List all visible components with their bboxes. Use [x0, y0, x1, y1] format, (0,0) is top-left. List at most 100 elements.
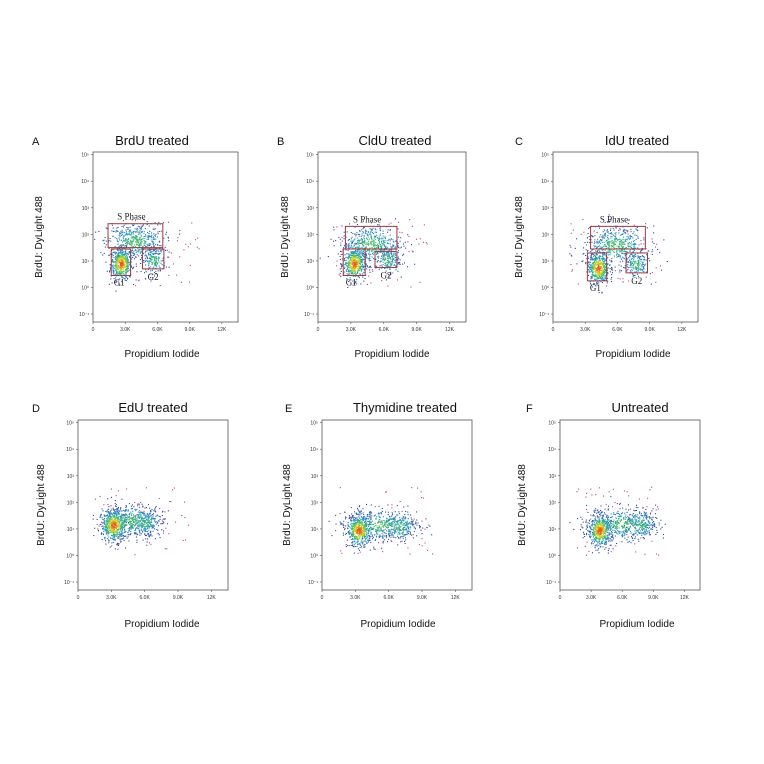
data-point — [351, 263, 353, 265]
data-point — [367, 242, 369, 244]
data-point — [358, 242, 360, 244]
data-point — [364, 240, 366, 242]
data-point — [370, 282, 372, 284]
data-point — [332, 240, 334, 242]
data-point — [151, 527, 153, 529]
data-point — [612, 245, 614, 247]
data-point — [119, 255, 121, 257]
data-point — [352, 247, 354, 249]
data-point — [112, 531, 114, 533]
data-point — [365, 263, 367, 265]
panel-letter: A — [32, 136, 40, 148]
data-point — [152, 249, 154, 251]
data-point — [371, 229, 373, 231]
data-point — [357, 243, 359, 245]
data-point — [148, 542, 150, 544]
data-point — [357, 272, 359, 274]
data-point — [591, 270, 593, 272]
data-point — [611, 266, 613, 268]
data-point — [119, 245, 121, 247]
data-point — [615, 236, 617, 238]
data-point — [118, 234, 120, 236]
data-point — [604, 279, 606, 281]
data-point — [142, 523, 144, 525]
data-point — [128, 540, 130, 542]
data-point — [129, 226, 131, 228]
data-point — [127, 240, 129, 242]
data-point — [609, 259, 611, 261]
data-point — [117, 268, 119, 270]
data-point — [116, 273, 118, 275]
data-point — [597, 250, 599, 252]
data-point — [354, 272, 356, 274]
data-point — [119, 539, 121, 541]
data-point — [630, 263, 632, 265]
data-point — [613, 255, 615, 257]
data-point — [619, 257, 621, 259]
data-point — [640, 256, 642, 258]
data-point — [114, 516, 116, 518]
data-point — [638, 256, 640, 258]
data-point — [613, 244, 615, 246]
data-point — [137, 521, 139, 523]
data-point — [127, 253, 129, 255]
data-point — [153, 253, 155, 255]
data-point — [382, 253, 384, 255]
data-point — [360, 255, 362, 257]
data-point — [360, 261, 362, 263]
data-point — [353, 244, 355, 246]
data-point — [597, 256, 599, 258]
data-point — [614, 232, 616, 234]
data-point — [366, 514, 368, 516]
data-point — [151, 239, 153, 241]
data-point — [594, 273, 596, 275]
data-point — [111, 224, 113, 226]
data-point — [635, 266, 637, 268]
data-point — [120, 535, 122, 537]
data-point — [642, 267, 644, 269]
data-point — [139, 506, 141, 508]
data-point — [106, 531, 108, 533]
data-point — [135, 239, 137, 241]
data-point — [117, 548, 119, 550]
data-point — [351, 251, 353, 253]
data-point — [358, 263, 360, 265]
data-point — [624, 238, 626, 240]
data-point — [610, 237, 612, 239]
data-point — [632, 255, 634, 257]
data-point — [627, 269, 629, 271]
data-point — [158, 515, 160, 517]
data-point — [121, 517, 123, 519]
data-point — [357, 241, 359, 243]
data-point — [358, 506, 360, 508]
data-point — [384, 245, 386, 247]
data-point — [126, 240, 128, 242]
data-point — [601, 263, 603, 265]
data-point — [106, 526, 108, 528]
data-point — [132, 518, 134, 520]
data-point — [131, 248, 133, 250]
data-point — [353, 256, 355, 258]
y-tick-label: 10⁻¹ — [304, 312, 314, 318]
data-point — [130, 508, 132, 510]
data-point — [110, 488, 112, 490]
data-point — [618, 264, 620, 266]
data-point — [589, 261, 591, 263]
data-point — [141, 523, 143, 525]
data-point — [383, 259, 385, 261]
data-point — [121, 234, 123, 236]
data-point — [589, 281, 591, 283]
data-point — [153, 253, 155, 255]
data-point — [362, 251, 364, 253]
data-point — [365, 229, 367, 231]
data-point — [410, 286, 412, 288]
data-point — [117, 517, 119, 519]
data-point — [570, 264, 572, 266]
plot-frame — [552, 151, 699, 323]
data-point — [603, 279, 605, 281]
data-point — [397, 258, 399, 260]
data-point — [133, 230, 135, 232]
data-point — [634, 253, 636, 255]
data-point — [135, 528, 137, 530]
data-point — [618, 218, 620, 220]
